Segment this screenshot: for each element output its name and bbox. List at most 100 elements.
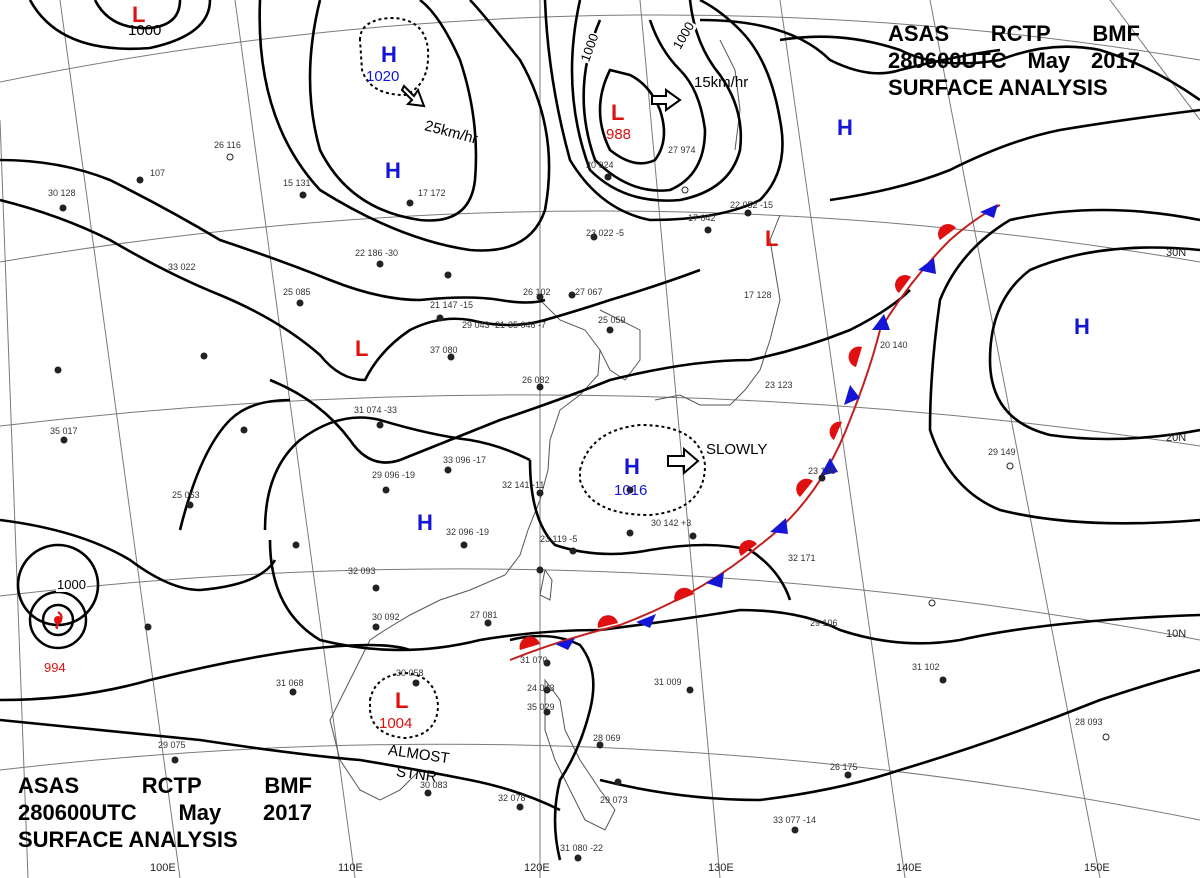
station-plot-label: 29 043 -21 [462, 320, 506, 330]
dashed-isobars [358, 16, 707, 740]
station-dot [186, 501, 194, 509]
high-center-value: 1016 [614, 482, 648, 499]
station-plot-label: 15 131 [283, 178, 311, 188]
title-station: RCTP [141, 773, 202, 798]
low-center-value: 988 [606, 126, 632, 143]
station-plot-label: 35 029 [527, 702, 555, 712]
station-plot-label: 29 106 [810, 618, 838, 628]
title-station: RCTP [990, 21, 1051, 46]
cold-mark [555, 638, 575, 650]
title-year: 2017 [263, 800, 312, 825]
station-dot [292, 541, 300, 549]
station-dot [406, 199, 414, 207]
station-dot [289, 688, 297, 696]
station-dot [536, 293, 544, 301]
isobar-pacific-high [988, 246, 1200, 441]
station-plot-label: 20 140 [880, 340, 908, 350]
station-plot-label: 29 075 [158, 740, 186, 750]
high-center-symbol: H [385, 158, 401, 183]
high-center-symbol: H [417, 510, 433, 535]
low-center-symbol: L [132, 2, 146, 27]
cold-mark [872, 314, 890, 330]
coast-korea [599, 309, 641, 381]
tropical-storm-pressure: 994 [44, 660, 66, 675]
lon-line-160e [1109, 0, 1200, 121]
lon-label: 140E [896, 862, 922, 874]
station-plot-label: 33 077 -14 [773, 815, 817, 825]
cold-front-marks [555, 204, 998, 650]
isobar-mongolia [0, 158, 546, 304]
station-dot [704, 226, 712, 234]
motion-arrow-1020 [400, 84, 426, 108]
station-dot [447, 353, 455, 361]
stationary-front [509, 204, 1001, 661]
station-dot [144, 623, 152, 631]
station-dot [590, 233, 598, 241]
station-plot-label: 20 924 [586, 160, 614, 170]
station-dot [376, 421, 384, 429]
isobar-philippines [509, 634, 595, 861]
coast-taiwan [539, 568, 553, 601]
lon-line-110e [234, 0, 356, 878]
station-plot-label: 26 082 [522, 375, 550, 385]
lon-label: 100E [150, 862, 176, 874]
title-type: SURFACE ANALYSIS [18, 827, 238, 852]
ts-ring-mid [28, 590, 88, 650]
station-dot [606, 326, 614, 334]
title-product: BMF [264, 773, 312, 798]
station-dot [939, 676, 947, 684]
isobar-front-east-2 [928, 208, 1200, 525]
title-type: SURFACE ANALYSIS [888, 75, 1108, 100]
high-center-symbol: H [1074, 314, 1090, 339]
isobar-southwest [0, 643, 411, 702]
station-plot-label: 33 022 [168, 262, 196, 272]
station-dot [569, 547, 577, 555]
station-dot [1006, 462, 1014, 470]
coast-china-east [369, 299, 601, 641]
station-plot-label: 31 102 [912, 662, 940, 672]
title-line-1: ASAS RCTP BMF [888, 20, 1140, 47]
coast-indochina [329, 639, 421, 801]
station-plot-label: 30 142 +3 [651, 518, 692, 528]
station-plot-label: 107 [150, 168, 166, 178]
station-plot-label: 28 069 [593, 733, 621, 743]
station-dot [536, 489, 544, 497]
coast-japan [654, 214, 781, 406]
warm-mark [597, 615, 618, 628]
station-plot-label: 32 093 [348, 566, 376, 576]
station-plot-label: 29 096 -19 [372, 470, 416, 480]
lon-label: 120E [524, 862, 550, 874]
station-dot [412, 679, 420, 687]
title-agency: ASAS [18, 773, 80, 798]
station-dot [299, 191, 307, 199]
warm-mark [938, 224, 956, 240]
station-plot-label: 33 096 -17 [443, 455, 487, 465]
isobar-northeast-2 [779, 35, 1200, 102]
warm-front-marks [519, 224, 956, 650]
station-dot [543, 686, 551, 694]
coastlines [329, 39, 781, 831]
station-dot [436, 314, 444, 322]
lon-label: 130E [708, 862, 734, 874]
ts-spiral-icon [55, 611, 63, 629]
low-center-symbol: L [611, 100, 625, 125]
station-plot-label: 29 073 [600, 795, 628, 805]
title-month: May [178, 800, 222, 825]
high-center-symbol: H [624, 454, 640, 479]
high-center-symbol: H [381, 42, 397, 67]
tropical-storm-rings [28, 590, 88, 650]
station-plot-label: 32 078 [498, 793, 526, 803]
station-plot-label: 23 119 -5 [540, 534, 578, 544]
isobar-south-large-2 [528, 459, 792, 601]
isobar-china-trough [0, 198, 701, 382]
station-dot [686, 686, 694, 694]
lon-label: 110E [338, 862, 363, 874]
cold-mark [820, 458, 838, 476]
station-plot-label: 32 141 -11 [502, 480, 545, 490]
isobar-south-china [263, 416, 531, 531]
coast-philippines [544, 678, 616, 831]
motion-speed-label: SLOWLY [706, 441, 768, 458]
isobar-tropical-storm-outer [16, 543, 100, 627]
station-plot-label: 31 009 [654, 677, 682, 687]
